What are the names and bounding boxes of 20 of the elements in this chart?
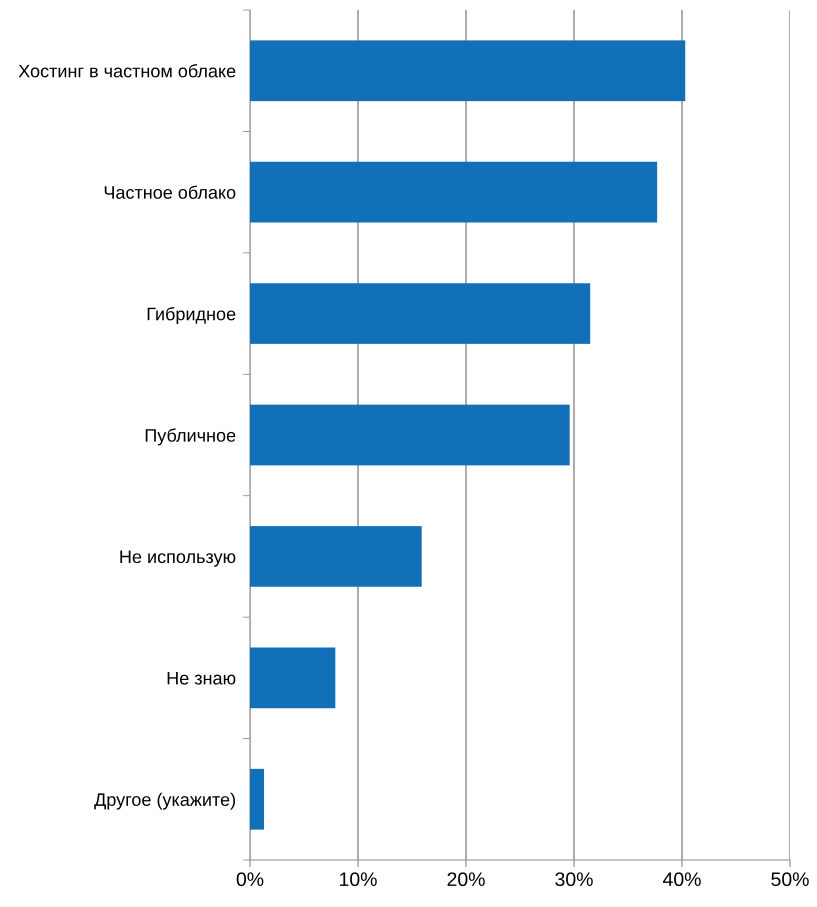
bar	[250, 768, 264, 830]
y-tick-label: Гибридное	[148, 306, 236, 324]
bar	[250, 526, 422, 587]
x-tick-label: 0%	[236, 872, 264, 886]
x-tick-label: 30%	[555, 872, 593, 886]
y-tick-label: Не знаю	[168, 672, 236, 685]
y-tick-label: Хостинг в частном облаке	[18, 64, 236, 78]
y-tick-label: Частное облако	[104, 185, 236, 199]
y-tick-label: Другое (укажите)	[94, 792, 235, 810]
x-tick-label: 10%	[340, 872, 377, 886]
y-tick-label: Не использую	[120, 550, 236, 567]
bar	[250, 648, 336, 708]
bar	[250, 283, 590, 344]
bar	[250, 404, 570, 466]
x-tick-label: 50%	[771, 872, 809, 886]
bar	[250, 40, 686, 102]
x-tick-label: 40%	[662, 872, 701, 886]
bar	[250, 162, 658, 222]
y-tick-label: Публичное	[146, 428, 236, 446]
x-tick-label: 20%	[448, 872, 485, 886]
